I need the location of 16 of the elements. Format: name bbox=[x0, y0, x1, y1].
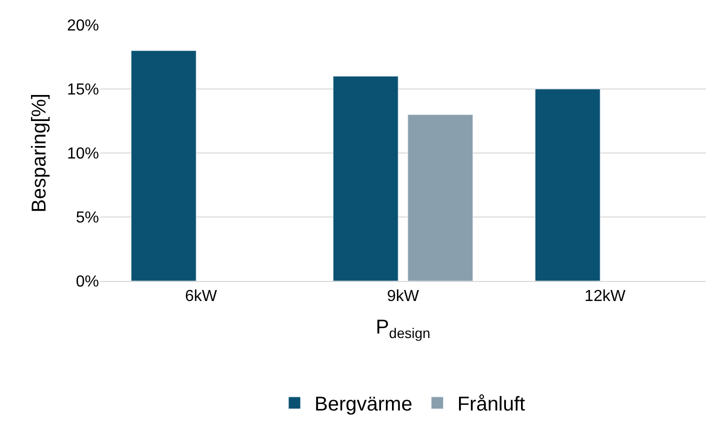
y-tick-label: 20% bbox=[66, 18, 99, 35]
y-tick-label: 0% bbox=[76, 274, 99, 291]
bar bbox=[332, 76, 398, 281]
x-axis-title: P$_{design}$ bbox=[376, 316, 430, 341]
y-tick-label: 5% bbox=[76, 210, 99, 227]
legend-label: Frånluft bbox=[457, 394, 526, 416]
bar bbox=[534, 88, 600, 281]
bar bbox=[408, 114, 474, 281]
y-tick-label: 10% bbox=[66, 146, 99, 163]
y-axis-title: Besparing[%] bbox=[28, 94, 50, 212]
x-tick-label: 6kW bbox=[185, 288, 218, 306]
legend-label: Bergvärme bbox=[314, 394, 412, 416]
bar bbox=[130, 50, 196, 281]
x-tick-label: 12kW bbox=[584, 288, 626, 306]
x-tick-label: 9kW bbox=[387, 288, 420, 306]
y-tick-label: 15% bbox=[66, 82, 99, 99]
